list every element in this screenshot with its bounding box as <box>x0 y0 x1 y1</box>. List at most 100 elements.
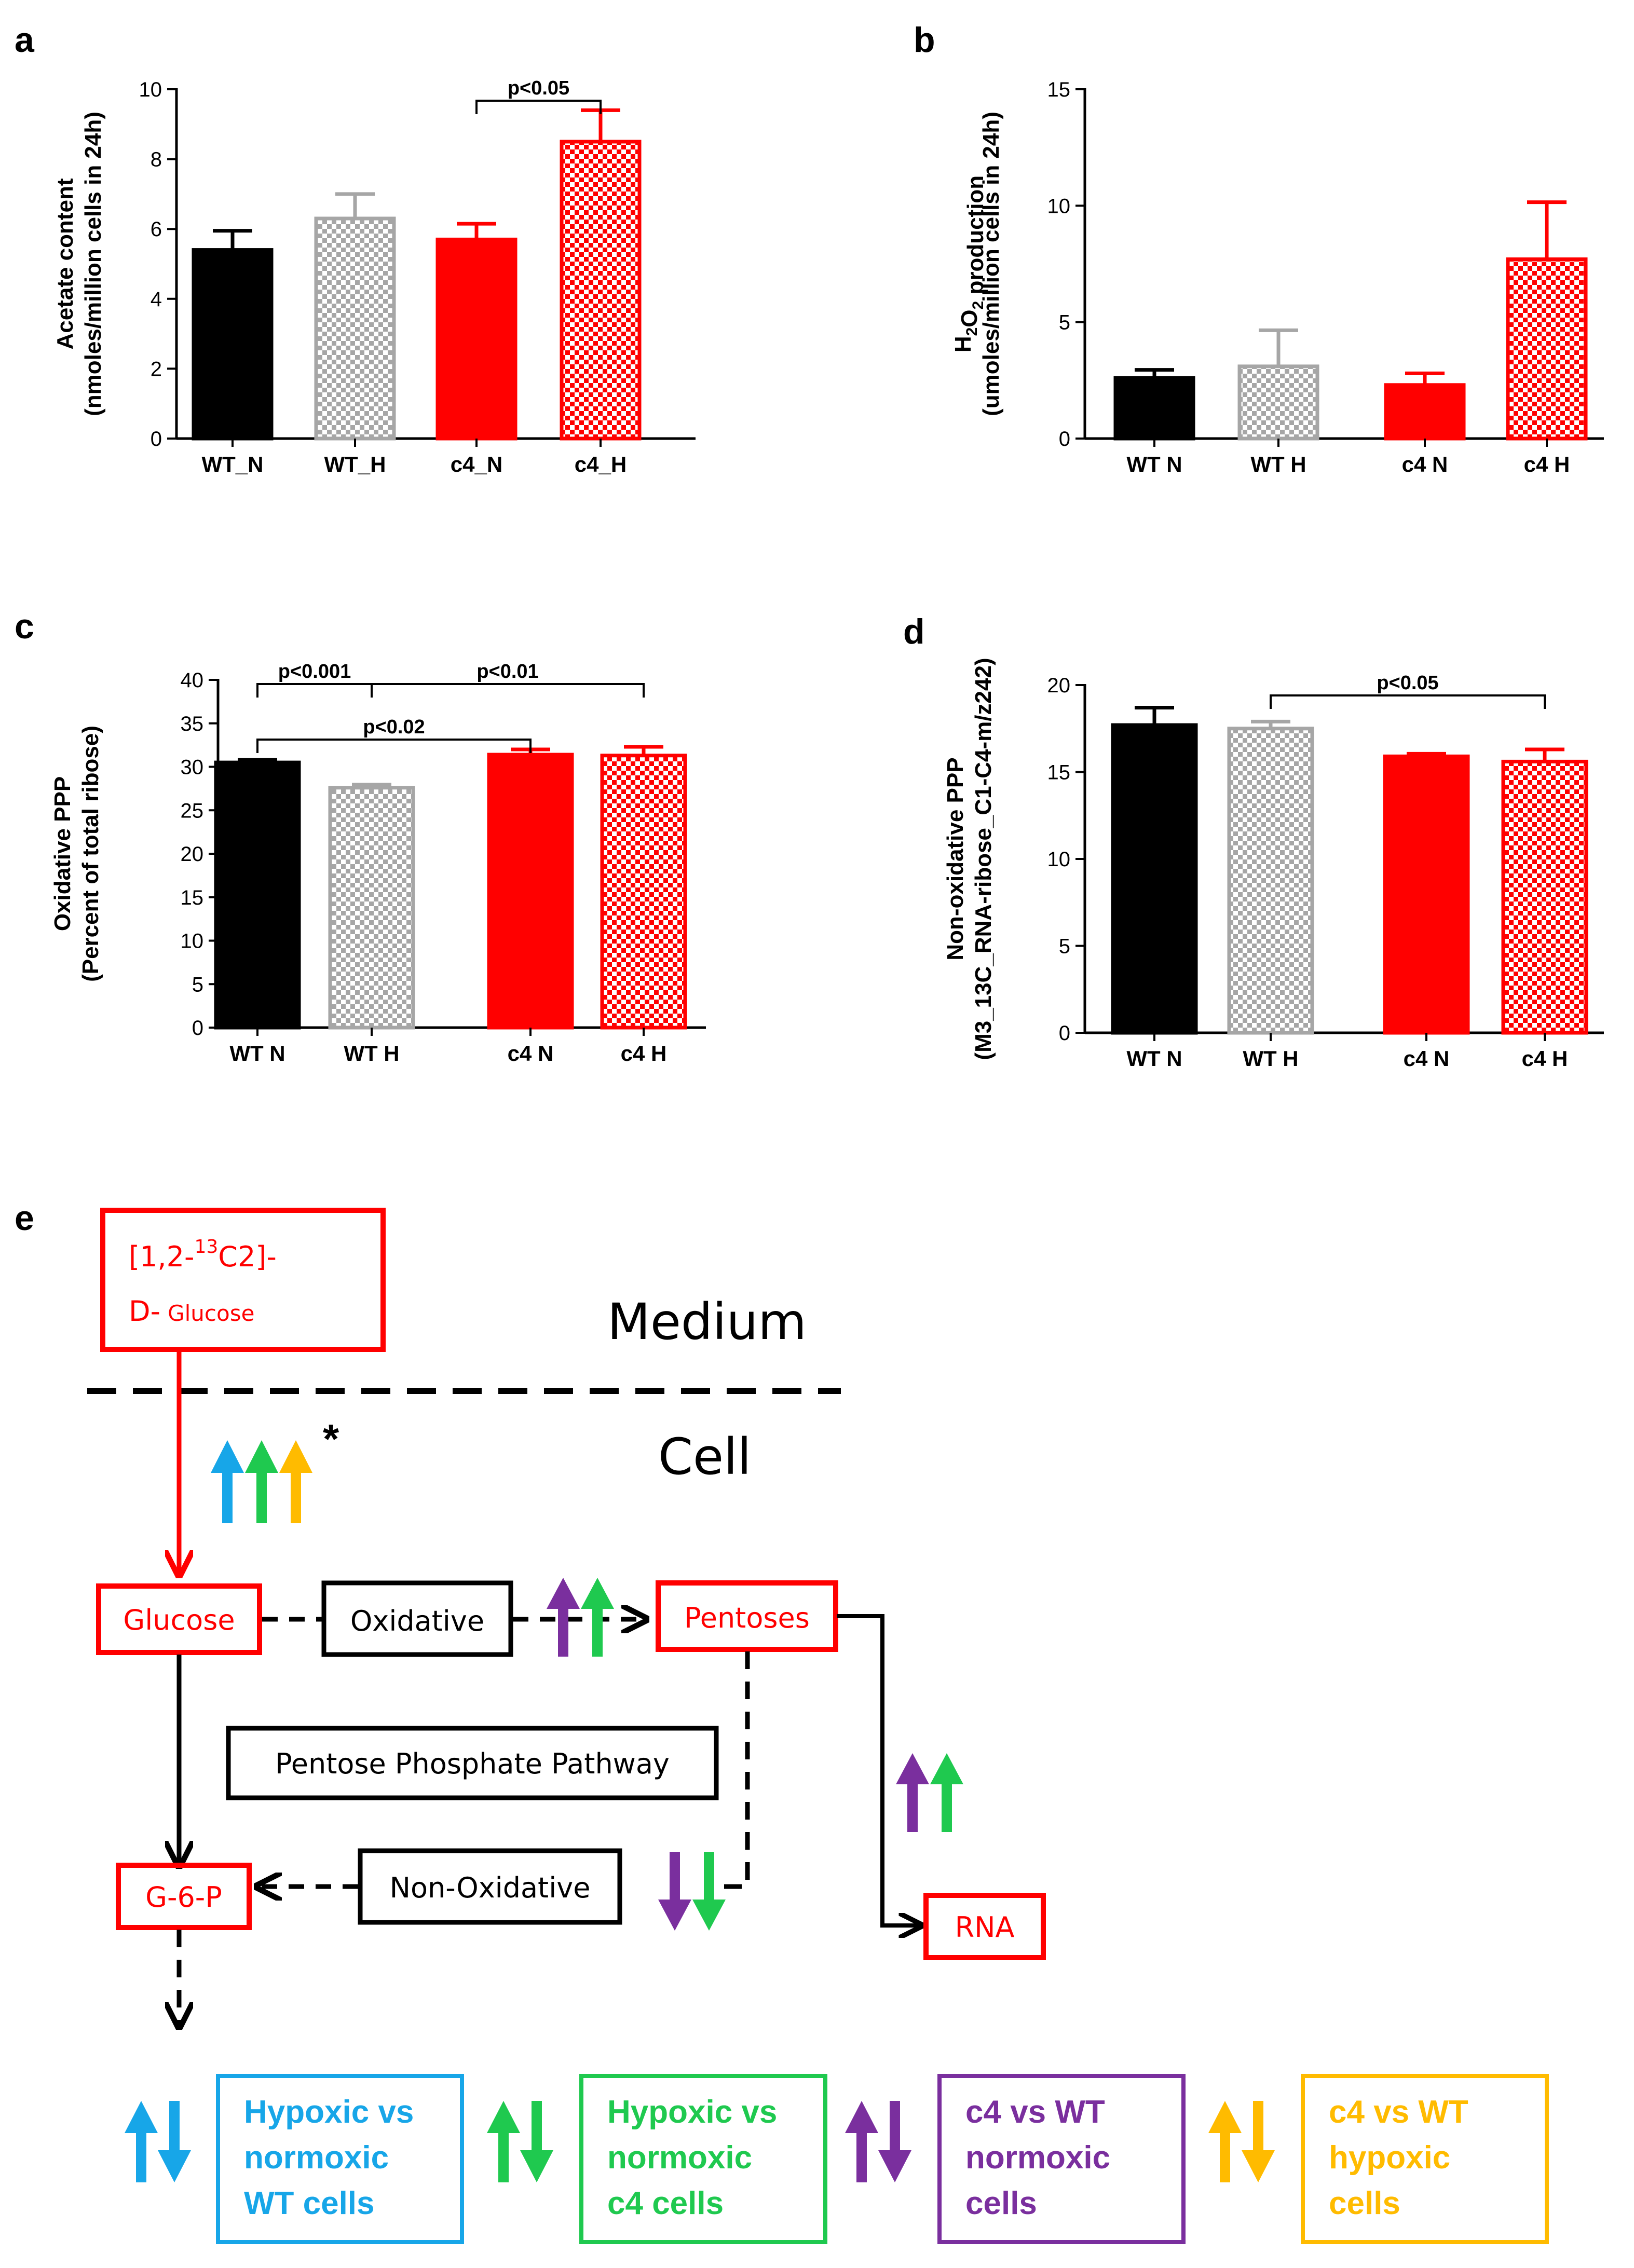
chart-panel-c: 0 5 10 15 20 25 30 35 40 Oxidative PPP (Percent of… <box>50 661 706 1065</box>
arrow-up-orange-icon <box>279 1440 312 1523</box>
pentoses-box <box>656 1580 838 1652</box>
arrow-down-green-icon <box>692 1852 726 1931</box>
legend-box <box>579 2074 827 2244</box>
legend-text: normoxic <box>965 2140 1110 2176</box>
y-tick-label: 15 <box>1047 761 1071 784</box>
glucose-box <box>96 1583 262 1655</box>
y-tick-label: 40 <box>181 669 204 692</box>
medium-label: Medium <box>607 1293 807 1351</box>
oxidative-label: Oxidative <box>350 1605 484 1637</box>
arrow-up-green-icon-3 <box>930 1753 963 1832</box>
y-axis-label: Oxidative PPP <box>50 776 75 931</box>
y-tick-label: 15 <box>1047 78 1071 101</box>
nonoxidative-down-arrows <box>658 1852 726 1931</box>
significance-label: p<0.02 <box>363 716 425 738</box>
legend-arrow-up-icon <box>845 2101 878 2182</box>
y-tick-label: 10 <box>1047 195 1071 217</box>
panel-label-c: c <box>15 607 34 646</box>
arrow-up-green-icon-2 <box>581 1578 614 1657</box>
x-tick-label: c4 N <box>508 1041 554 1065</box>
legend-text: WT cells <box>244 2185 375 2221</box>
legend-arrow-down-icon <box>878 2101 911 2182</box>
arrow-up-purple-icon-2 <box>896 1753 929 1832</box>
g6p-box <box>116 1863 252 1930</box>
ppp-label: Pentose Phosphate Pathway <box>275 1747 670 1780</box>
legend-text: cells <box>1329 2185 1400 2221</box>
pentoses-label: Pentoses <box>684 1602 810 1634</box>
legend-arrow-up-icon <box>487 2101 520 2182</box>
legend: Hypoxic vs normoxic WT cells Hypoxic vs norm… <box>125 2074 1549 2244</box>
significance-bracket <box>256 683 373 698</box>
x-tick-label: c4 H <box>1524 452 1570 476</box>
y-tick-label: 0 <box>1059 1022 1070 1045</box>
significance-label: p<0.05 <box>508 77 569 99</box>
bar-c4-H <box>600 754 687 1030</box>
rna-up-arrows <box>896 1753 963 1832</box>
arrow-up-purple-icon <box>547 1578 580 1657</box>
y-tick-label: 35 <box>181 713 204 735</box>
bar-c4-H <box>560 140 642 441</box>
y-tick-label: 0 <box>1059 428 1070 450</box>
y-tick-label: 2 <box>151 358 162 380</box>
significance-bracket <box>475 100 602 114</box>
pentoses-to-rna-arrow <box>837 1614 919 1925</box>
x-tick-label: WT H <box>1250 452 1306 476</box>
chart-panel-b: 0 5 10 15 H2O2 production(umoles/million cel… <box>950 78 1604 476</box>
bar-WT-N <box>1113 376 1195 441</box>
bar-c4-N <box>435 237 518 441</box>
legend-text: normoxic <box>244 2140 389 2176</box>
substrate-label-line2: D- Glucose <box>129 1295 254 1328</box>
legend-text: hypoxic <box>1329 2140 1450 2176</box>
x-tick-label: WT N <box>229 1041 285 1065</box>
bar-WT-N <box>214 760 301 1030</box>
oxidative-box <box>321 1580 513 1657</box>
legend-text: c4 cells <box>607 2185 724 2221</box>
legend-text: normoxic <box>607 2140 752 2176</box>
legend-text: c4 vs WT <box>965 2094 1105 2130</box>
legend-arrow-up-icon <box>125 2101 158 2182</box>
pentoses-to-nonox-line <box>706 1651 750 1889</box>
y-tick-label: 10 <box>1047 848 1071 871</box>
bar-WT-H <box>314 216 396 441</box>
non-oxidative-box <box>358 1848 622 1925</box>
y-tick-label: 5 <box>1059 935 1070 958</box>
arrow-down-purple-icon <box>658 1852 691 1931</box>
y-tick-label: 20 <box>181 843 204 866</box>
panel-label-a: a <box>15 20 35 60</box>
legend-text: c4 vs WT <box>1329 2094 1468 2130</box>
y-tick-label: 5 <box>192 973 203 996</box>
ppp-box <box>226 1726 719 1800</box>
rna-label: RNA <box>955 1911 1015 1944</box>
y-tick-label: 10 <box>181 930 204 953</box>
x-tick-label: c4 N <box>1402 452 1448 476</box>
x-tick-label: c4_H <box>575 452 627 476</box>
x-tick-label: c4 H <box>1522 1046 1568 1071</box>
bar-WT-N <box>192 248 274 441</box>
bar-c4-N <box>1383 754 1470 1035</box>
legend-arrow-up-icon <box>1208 2101 1242 2182</box>
cell-label: Cell <box>658 1428 751 1486</box>
y-axis-label-line2: (M3_13C_RNA-ribose_C1-C4-m/z242) <box>971 658 996 1060</box>
significance-label: p<0.05 <box>1377 672 1438 694</box>
significance-label: p<0.001 <box>278 661 351 682</box>
panel-label-d: d <box>903 612 925 651</box>
legend-box <box>1301 2074 1549 2244</box>
bar-WT-H <box>1227 727 1314 1035</box>
legend-text: cells <box>965 2185 1037 2221</box>
x-tick-label: WT_N <box>202 452 264 476</box>
y-tick-label: 0 <box>192 1017 203 1040</box>
y-tick-label: 0 <box>151 428 162 450</box>
x-tick-label: c4 H <box>621 1041 667 1065</box>
x-tick-label: c4 N <box>1404 1046 1450 1071</box>
legend-text: Hypoxic vs <box>244 2094 414 2130</box>
panel-label-e: e <box>15 1198 34 1238</box>
x-tick-label: WT N <box>1126 1046 1182 1071</box>
oxidative-up-arrows <box>547 1578 614 1657</box>
y-axis-label-line2: (Percent of total ribose) <box>78 726 103 982</box>
pathway-diagram: e [1,2-13C2]- D- Glucose Medium Cell Gluc… <box>15 1198 1046 2024</box>
bar-c4-H <box>1506 257 1588 441</box>
significance-bracket <box>256 739 532 753</box>
y-tick-label: 8 <box>151 148 162 171</box>
x-tick-label: WT_H <box>324 452 386 476</box>
